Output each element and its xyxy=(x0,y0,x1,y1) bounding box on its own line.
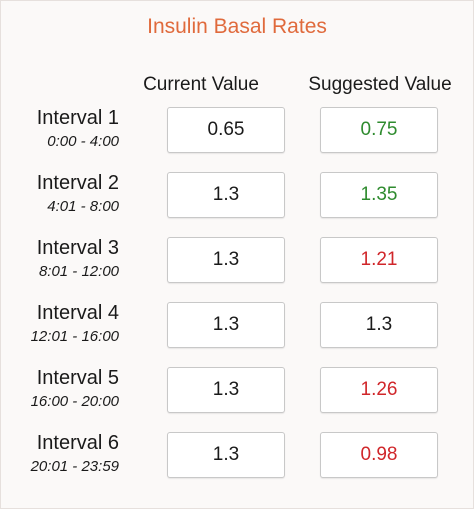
current-value-field[interactable]: 1.3 xyxy=(167,237,285,283)
interval-row: Interval 1 0:00 - 4:00 0.65 0.75 xyxy=(1,107,473,159)
suggested-value-field[interactable]: 1.3 xyxy=(320,302,438,348)
interval-time-range: 8:01 - 12:00 xyxy=(38,263,119,280)
interval-label: Interval 2 4:01 - 8:00 xyxy=(1,172,119,216)
current-value-field[interactable]: 1.3 xyxy=(167,172,285,218)
panel-title: Insulin Basal Rates xyxy=(147,15,327,38)
interval-name: Interval 5 xyxy=(36,367,119,389)
current-value-field[interactable]: 1.3 xyxy=(167,302,285,348)
suggested-value-field[interactable]: 1.35 xyxy=(320,172,438,218)
interval-row: Interval 6 20:01 - 23:59 1.3 0.98 xyxy=(1,432,473,484)
current-value-field[interactable]: 1.3 xyxy=(167,432,285,478)
suggested-value-field[interactable]: 0.75 xyxy=(320,107,438,153)
interval-name: Interval 6 xyxy=(36,432,119,454)
interval-label: Interval 6 20:01 - 23:59 xyxy=(1,432,119,476)
suggested-value-field[interactable]: 0.98 xyxy=(320,432,438,478)
interval-name: Interval 2 xyxy=(36,172,119,194)
interval-row: Interval 2 4:01 - 8:00 1.3 1.35 xyxy=(1,172,473,224)
interval-label: Interval 5 16:00 - 20:00 xyxy=(1,367,119,411)
current-value-field[interactable]: 0.65 xyxy=(167,107,285,153)
interval-label: Interval 1 0:00 - 4:00 xyxy=(1,107,119,151)
current-value-field[interactable]: 1.3 xyxy=(167,367,285,413)
interval-label: Interval 4 12:01 - 16:00 xyxy=(1,302,119,346)
interval-label: Interval 3 8:01 - 12:00 xyxy=(1,237,119,281)
interval-time-range: 16:00 - 20:00 xyxy=(30,393,119,410)
interval-time-range: 0:00 - 4:00 xyxy=(47,133,119,150)
suggested-value-header: Suggested Value xyxy=(308,74,452,95)
interval-time-range: 20:01 - 23:59 xyxy=(30,458,119,475)
suggested-value-field[interactable]: 1.21 xyxy=(320,237,438,283)
interval-time-range: 12:01 - 16:00 xyxy=(30,328,119,345)
suggested-value-field[interactable]: 1.26 xyxy=(320,367,438,413)
interval-time-range: 4:01 - 8:00 xyxy=(47,198,119,215)
interval-name: Interval 1 xyxy=(36,107,119,129)
interval-name: Interval 3 xyxy=(36,237,119,259)
interval-row: Interval 5 16:00 - 20:00 1.3 1.26 xyxy=(1,367,473,419)
interval-row: Interval 4 12:01 - 16:00 1.3 1.3 xyxy=(1,302,473,354)
interval-row: Interval 3 8:01 - 12:00 1.3 1.21 xyxy=(1,237,473,289)
interval-name: Interval 4 xyxy=(36,302,119,324)
current-value-header: Current Value xyxy=(143,74,259,95)
